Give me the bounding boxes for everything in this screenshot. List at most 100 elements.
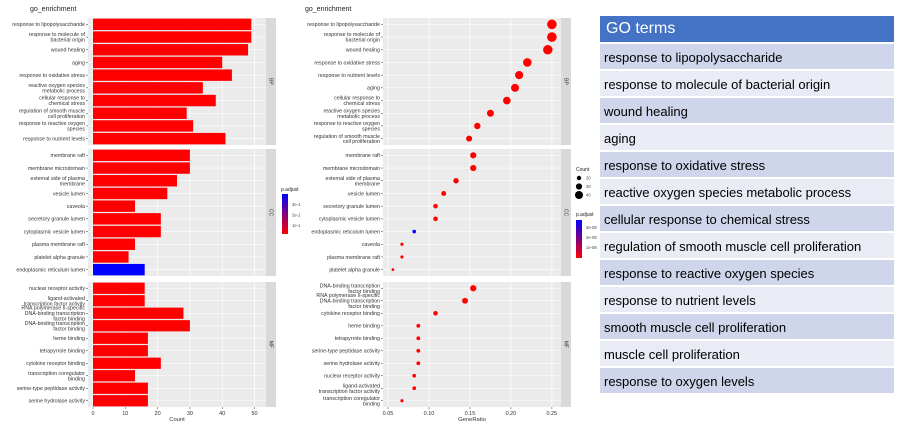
bar [93,162,190,174]
go-term-row: reactive oxygen species metabolic proces… [600,177,894,204]
y-tick-label: binding [68,376,85,382]
y-tick-label: bacterial origin [346,38,381,44]
go-term-row: response to molecule of bacterial origin [600,69,894,96]
bar [93,94,216,107]
panel-background [383,18,561,145]
x-tick-label: 10 [122,411,128,417]
y-tick-label: species [67,126,85,132]
y-tick-label: response to nutrient levels [318,73,380,79]
dot [433,216,438,222]
dot [433,310,438,316]
go-terms-rows: response to lipopolysaccharide response t… [600,42,894,393]
y-tick-label: serine hydrolase activity [323,361,380,367]
dot [433,203,438,209]
legend-label: 3e-1 [292,202,301,207]
bar [93,238,135,250]
bar [93,225,161,238]
y-tick-label: membrane raft [346,153,381,159]
y-tick-label: wound healing [346,48,380,54]
x-tick-label: 0 [91,411,94,417]
x-tick-label: 40 [219,411,225,417]
y-tick-label: response to reactive oxygen [19,121,85,127]
facet-strip [266,18,276,145]
dot [453,178,459,184]
y-tick-label: membrane [60,181,85,187]
y-tick-label: bacterial origin [51,38,86,44]
go-term-row: response to reactive oxygen species [600,258,894,285]
bar [93,251,129,263]
bar [93,187,168,200]
y-tick-label: aging [367,86,380,92]
y-tick-label: vesicle lumen [348,191,380,197]
panel-background [383,282,561,407]
y-tick-label: DNA-binding transcription [25,321,85,327]
bar [93,213,161,225]
bar [93,149,190,162]
facet-strip-label: MF [267,341,273,348]
bar [93,263,145,276]
size-legend-dot [575,191,583,199]
color-scale-bar [576,220,582,258]
facet-strip [561,149,571,276]
y-tick-label: secretory granule lumen [28,217,85,223]
go-term-row: response to nutrient levels [600,285,894,312]
x-tick-label: 20 [155,411,161,417]
bar [93,132,226,145]
go-term-row: aging [600,123,894,150]
y-tick-label: regulation of smooth muscle [19,108,85,114]
dot-chart: go_enrichment BP response to lipopolysacch… [305,6,597,423]
dot [503,96,511,105]
go-terms-header: GO terms [600,16,894,42]
y-tick-label: metabolic process [337,114,380,120]
dot [466,135,473,142]
y-tick-label: transcription factor activity [24,301,86,307]
y-tick-label: metabolic process [42,88,85,94]
go-term-row: cellular response to chemical stress [600,204,894,231]
legend-label: 1e-1 [292,223,301,228]
x-tick-label: 0.05 [383,411,394,417]
size-legend-title: Count [576,167,590,173]
y-tick-label: aging [72,60,85,66]
bar [93,107,187,119]
y-tick-label: cytoplasmic vesicle lumen [319,217,380,223]
bar-chart-title: go_enrichment [30,6,76,13]
y-tick-label: cytoplasmic vesicle lumen [24,229,85,235]
y-tick-label: response to lipopolysaccharide [12,22,85,28]
bar [93,120,194,132]
bar [93,370,135,382]
bar-chart: go_enrichment BP response to lipopolysacch… [12,6,301,423]
dot [400,399,404,403]
bar [93,320,190,332]
bar [93,31,252,43]
bar [93,282,145,294]
y-tick-label: tetrapyrrole binding [335,336,380,342]
y-tick-label: serine-type peptidase activity [312,349,381,355]
bar [93,307,184,319]
dot [416,361,421,366]
legend-label: 3e-08 [586,225,597,230]
y-tick-label: external side of plasma [31,176,86,182]
dot [400,255,404,259]
bar [93,82,203,94]
bar [93,18,252,31]
size-legend-dot [575,183,583,190]
y-tick-label: membrane raft [51,153,86,159]
y-tick-label: caveola [362,242,380,248]
dot [416,336,421,341]
y-tick-label: platelet alpha granule [329,267,380,273]
y-tick-label: RNA polymerase II-specific [316,293,380,299]
bar [93,395,148,407]
y-tick-label: wound healing [51,48,85,54]
y-tick-label: cell proliferation [343,139,380,145]
dot [470,285,477,292]
y-tick-label: transcription coregulator [28,371,85,377]
dot [391,268,395,272]
legend-label: 1e-08 [586,245,597,250]
dot [523,58,532,67]
y-tick-label: endoplasmic reticulum lumen [311,229,380,235]
dot [543,45,553,55]
bar [93,44,249,56]
dot [511,83,520,92]
x-tick-label: 50 [251,411,257,417]
facet-strip-label: BP [267,78,273,85]
